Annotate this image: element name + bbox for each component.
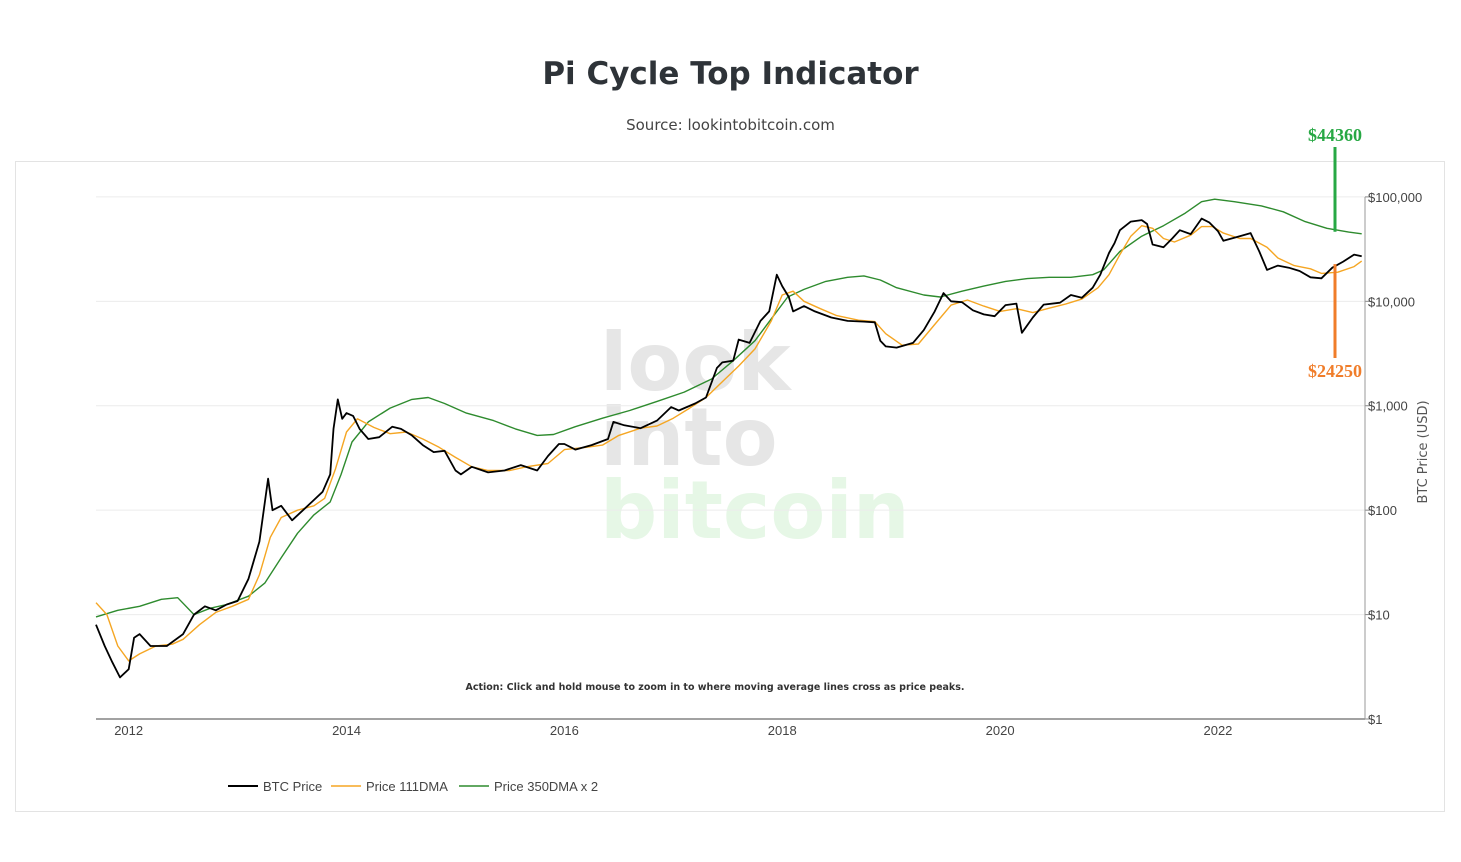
chart-subtitle: Source: lookintobitcoin.com [626,116,835,134]
annotations: $44360 $24250 [1308,125,1362,381]
series-lines [95,198,1363,679]
legend-label: Price 350DMA x 2 [494,779,598,794]
chart-frame[interactable] [15,161,1445,812]
series-line-btc-price [95,217,1362,679]
annotation-label-low: $24250 [1308,361,1362,381]
annotation-label-high: $44360 [1308,125,1362,145]
x-tick-label: 2020 [986,723,1015,738]
y-tick-label: $10,000 [1368,294,1415,309]
x-tick-label: 2016 [550,723,579,738]
axes: $1 $10 $100 $1,000 $10,000 $100,000 2012 2014 20… [96,190,1431,738]
y-tick-label: $100,000 [1368,190,1422,205]
legend-label: BTC Price [263,779,322,794]
watermark-look: look [600,316,792,409]
y-axis-title: BTC Price (USD) [1416,400,1431,503]
x-tick-label: 2022 [1203,723,1232,738]
x-tick-label: 2014 [332,723,361,738]
chart-title: Pi Cycle Top Indicator [542,56,919,92]
action-note: Action: Click and hold mouse to zoom in … [465,682,964,693]
y-tick-label: $1 [1368,712,1382,727]
legend-label: Price 111DMA [366,779,448,794]
y-tick-label: $10 [1368,608,1390,623]
legend[interactable]: BTC Price Price 111DMA Price 350DMA x 2 [228,779,598,794]
grid [96,196,1365,616]
x-tick-label: 2012 [114,723,143,738]
y-tick-label: $100 [1368,503,1397,518]
x-tick-label: 2018 [768,723,797,738]
y-tick-label: $1,000 [1368,399,1408,414]
watermark: look into bitcoin [600,316,910,557]
